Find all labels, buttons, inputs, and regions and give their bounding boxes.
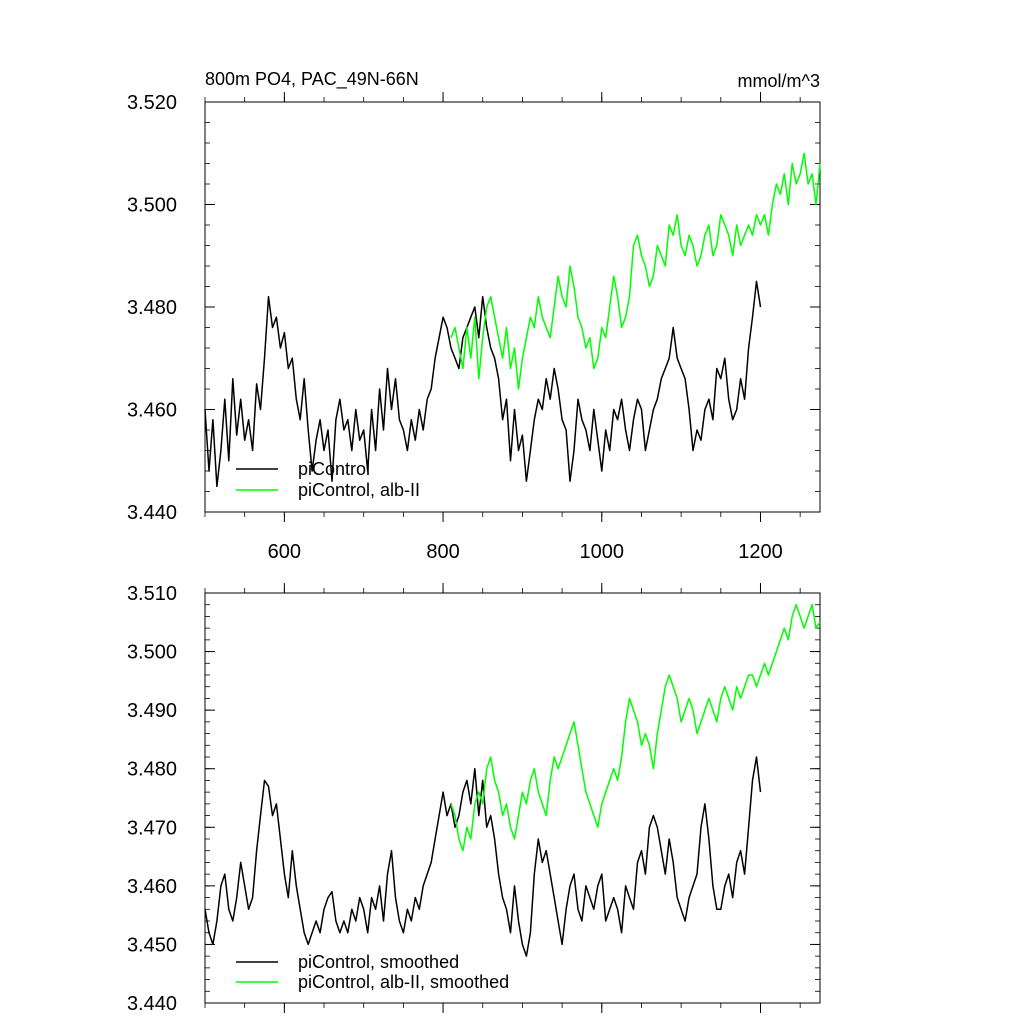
- series-line-alb-II: [450, 603, 821, 852]
- top-panel-units: mmol/m^3: [738, 71, 820, 91]
- x-tick-label: 1000: [580, 541, 625, 563]
- x-tick-label: 800: [426, 541, 459, 563]
- legend-label-piControl: piControl: [298, 459, 370, 479]
- y-tick-label: 3.520: [127, 92, 177, 114]
- y-tick-label: 3.500: [127, 195, 177, 217]
- top-panel: 800m PO4, PAC_49N-66N mmol/m^3 3.440 3.46…: [127, 69, 821, 563]
- y-tick-label: 3.450: [127, 934, 177, 956]
- x-tick-label: 600: [268, 541, 301, 563]
- y-tick-label: 3.490: [127, 700, 177, 722]
- y-tick-label: 3.460: [127, 876, 177, 898]
- y-tick-label: 3.500: [127, 642, 177, 664]
- top-plot-frame: [204, 101, 821, 513]
- y-tick-label: 3.440: [127, 502, 177, 524]
- series-line-piControl: [204, 280, 762, 488]
- bottom-plot-frame: [204, 592, 821, 1004]
- legend-label-alb-II: piControl, alb-II: [298, 480, 420, 500]
- top-legend: piControl piControl, alb-II: [236, 459, 420, 500]
- series-line-alb-II: [450, 152, 821, 390]
- bottom-legend: piControl, smoothed piControl, alb-II, s…: [236, 952, 509, 992]
- series-line-piControl: [204, 756, 762, 957]
- y-tick-label: 3.480: [127, 297, 177, 319]
- x-tick-label: 1200: [738, 541, 783, 563]
- top-panel-title: 800m PO4, PAC_49N-66N: [205, 69, 419, 90]
- y-tick-label: 3.440: [127, 993, 177, 1015]
- bottom-panel: 3.440 3.450 3.460 3.470 3.480 3.490 3.500 3.510…: [127, 583, 821, 1015]
- y-tick-label: 3.460: [127, 400, 177, 422]
- y-tick-label: 3.480: [127, 759, 177, 781]
- y-tick-label: 3.510: [127, 583, 177, 605]
- legend-label-alb-II-smoothed: piControl, alb-II, smoothed: [298, 972, 509, 992]
- legend-label-smoothed: piControl, smoothed: [298, 952, 459, 972]
- y-tick-label: 3.470: [127, 817, 177, 839]
